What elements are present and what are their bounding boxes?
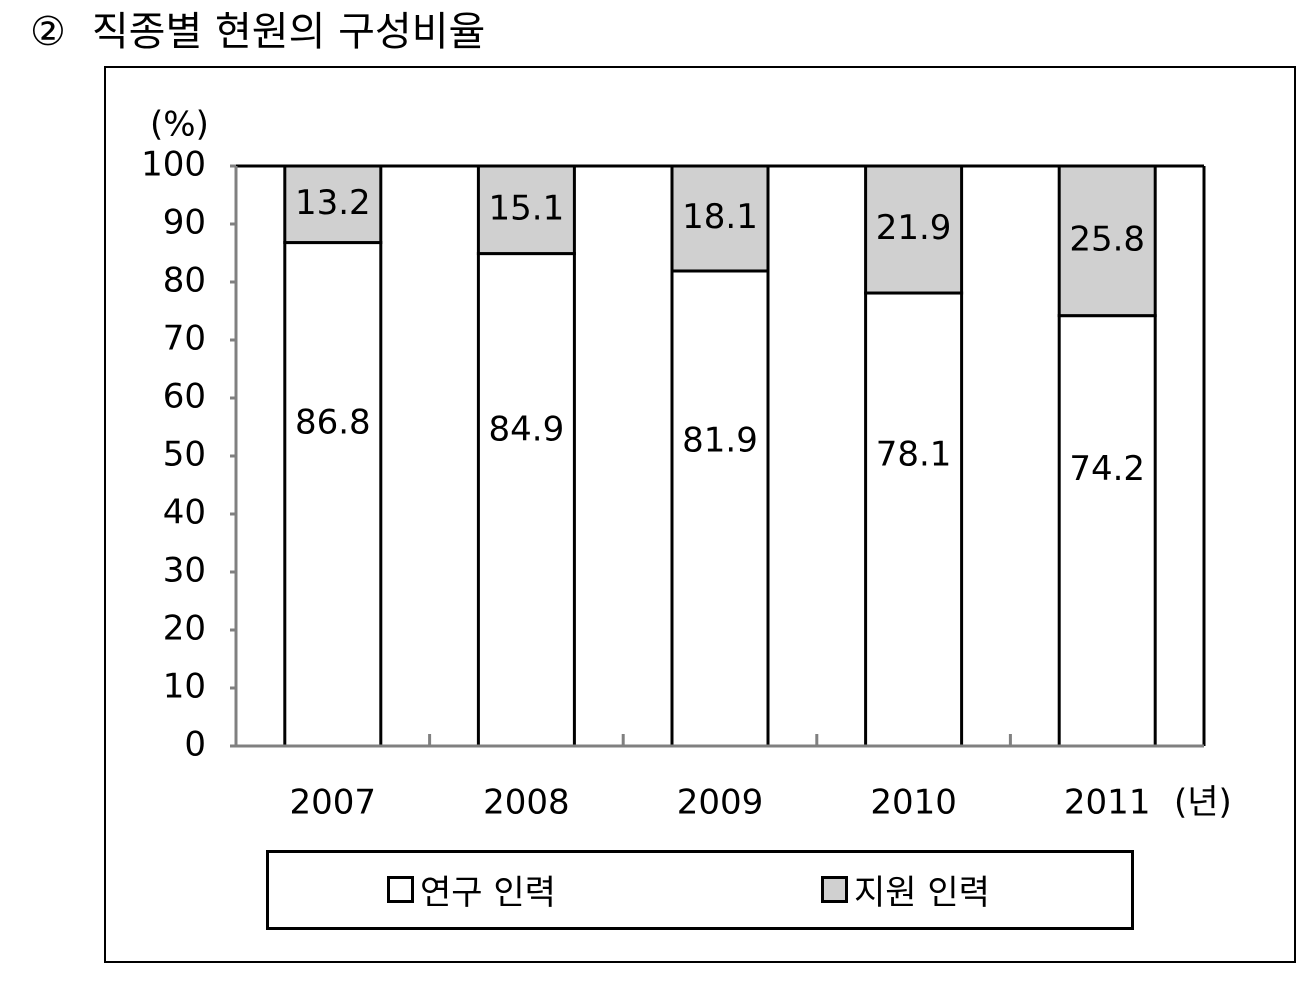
data-label-support-2008: 15.1 (489, 188, 565, 228)
data-label-research-2011: 74.2 (1069, 449, 1145, 489)
bar-research-2011 (1057, 314, 1157, 748)
bar-research-2009 (670, 269, 770, 748)
data-label-support-2009: 18.1 (682, 197, 758, 237)
data-label-research-2010: 78.1 (876, 435, 952, 475)
bar-research-2007 (283, 241, 383, 748)
bar-support-2010 (864, 164, 964, 295)
legend: 연구 인력 지원 인력 (266, 850, 1134, 930)
y-tick-label-80: 80 (163, 261, 206, 301)
x-tick-label-2009: 2009 (677, 783, 764, 823)
x-unit-label: (년) (1174, 783, 1232, 823)
y-tick-label-90: 90 (163, 203, 206, 243)
x-tick-label-2007: 2007 (290, 783, 377, 823)
legend-label-support: 지원 인력 (854, 872, 990, 913)
legend-item-research: 연구 인력 (387, 867, 556, 913)
x-tick-label-2008: 2008 (483, 783, 570, 823)
bar-support-2007 (283, 164, 383, 245)
bar-research-2010 (864, 291, 964, 748)
legend-label-research: 연구 인력 (420, 872, 556, 913)
y-tick-label-10: 10 (163, 667, 206, 707)
data-label-research-2007: 86.8 (295, 402, 371, 442)
title-text: 직종별 현원의 구성비율 (91, 9, 486, 55)
y-tick-label-70: 70 (163, 319, 206, 359)
data-label-support-2010: 21.9 (876, 208, 952, 248)
data-label-research-2008: 84.9 (489, 409, 565, 449)
legend-swatch-support (821, 875, 848, 903)
chart-frame (104, 66, 1296, 963)
bar-support-2011 (1057, 164, 1157, 318)
x-tick-label-2011: 2011 (1064, 783, 1151, 823)
legend-item-support: 지원 인력 (821, 867, 990, 913)
legend-swatch-research (387, 875, 414, 903)
y-tick-label-30: 30 (163, 551, 206, 591)
data-label-support-2007: 13.2 (295, 183, 371, 223)
data-label-support-2011: 25.8 (1069, 219, 1145, 259)
y-tick-label-100: 100 (141, 145, 206, 185)
y-unit-label: (%) (150, 105, 209, 145)
bar-support-2009 (670, 164, 770, 273)
x-tick-label-2010: 2010 (870, 783, 957, 823)
y-tick-label-50: 50 (163, 435, 206, 475)
y-tick-label-20: 20 (163, 609, 206, 649)
y-tick-label-40: 40 (163, 493, 206, 533)
y-tick-label-0: 0 (184, 725, 206, 765)
y-tick-label-60: 60 (163, 377, 206, 417)
title-number: ② (30, 9, 66, 55)
chart-title: ② 직종별 현원의 구성비율 (30, 4, 485, 60)
data-label-research-2009: 81.9 (682, 420, 758, 460)
bar-research-2008 (476, 252, 576, 748)
